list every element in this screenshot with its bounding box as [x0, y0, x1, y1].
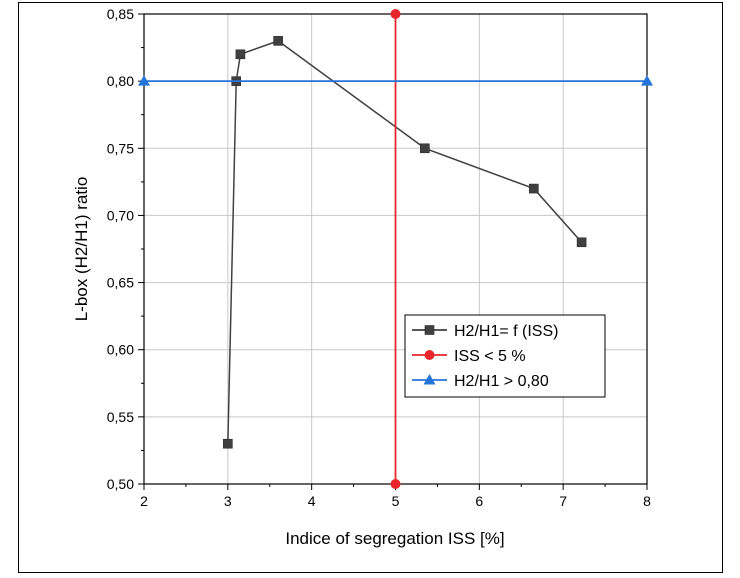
y-tick-label: 0,70 — [107, 207, 134, 223]
series-layer — [138, 9, 653, 489]
legend-entry: H2/H1 > 0,80 — [412, 373, 549, 390]
y-tick-label: 0,85 — [107, 6, 134, 22]
series-3 — [138, 75, 653, 86]
data-point — [273, 36, 283, 46]
data-point — [390, 479, 401, 489]
axis-ticks — [138, 13, 648, 490]
x-tick-label: 6 — [475, 493, 483, 509]
legend-label: H2/H1= f (ISS) — [454, 323, 558, 340]
x-tick-label: 7 — [559, 493, 567, 509]
x-axis-title: Indice of segregation ISS [%] — [285, 529, 504, 548]
x-tick-labels: 2 3 4 5 6 7 8 — [140, 493, 651, 509]
y-axis-title: L-box (H2/H1) ratio — [72, 177, 91, 322]
data-point — [235, 49, 246, 60]
y-tick-label: 0,65 — [107, 275, 134, 291]
data-point — [223, 438, 233, 449]
legend-marker — [424, 350, 435, 360]
legend-label: ISS < 5 % — [454, 348, 526, 365]
data-point — [529, 183, 539, 194]
y-tick-labels: 0,50 0,55 0,60 0,65 0,70 0,75 0,80 0,85 — [107, 6, 134, 492]
x-tick-label: 8 — [643, 493, 651, 509]
x-tick-label: 3 — [224, 493, 232, 509]
data-point — [138, 75, 150, 86]
y-tick-label: 0,55 — [107, 409, 134, 425]
legend-entry: H2/H1= f (ISS) — [412, 323, 558, 340]
data-point — [420, 143, 430, 154]
y-tick-label: 0,50 — [107, 476, 134, 492]
legend-label: H2/H1 > 0,80 — [454, 373, 549, 390]
legend: H2/H1= f (ISS) ISS < 5 % H2/H1 > 0,80 — [404, 314, 606, 398]
legend-marker — [423, 374, 436, 385]
data-point — [390, 9, 401, 19]
series-2 — [390, 9, 401, 489]
legend-entry: ISS < 5 % — [412, 348, 526, 365]
data-point — [576, 237, 587, 248]
x-tick-label: 4 — [308, 493, 316, 509]
y-tick-label: 0,80 — [107, 73, 134, 89]
legend-box — [404, 314, 606, 398]
figure-frame — [18, 2, 723, 573]
y-tick-label: 0,75 — [107, 140, 134, 156]
x-tick-label: 5 — [392, 493, 400, 509]
x-tick-label: 2 — [140, 493, 148, 509]
y-tick-label: 0,60 — [107, 342, 134, 358]
legend-marker — [424, 325, 435, 335]
data-point — [641, 75, 653, 86]
